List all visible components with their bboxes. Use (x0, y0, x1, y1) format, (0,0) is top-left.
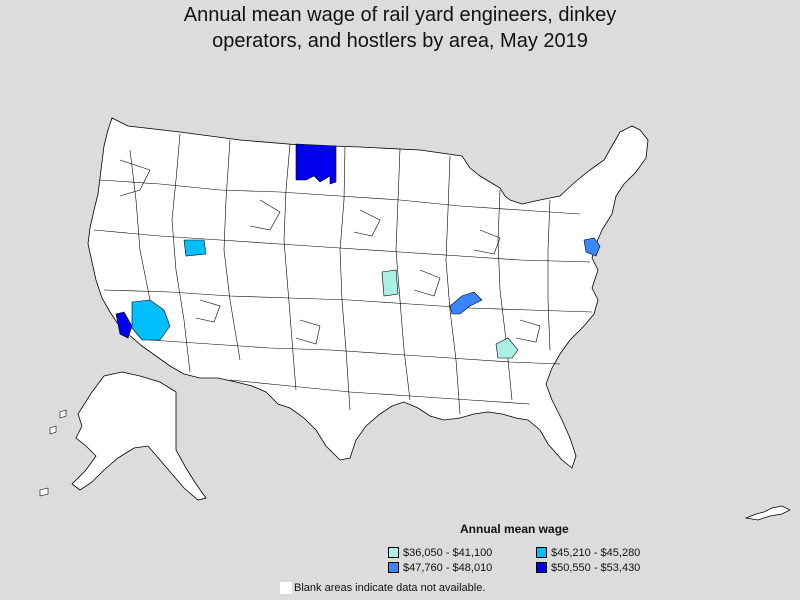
kansas-missouri-area (381, 269, 399, 297)
legend-label: $50,550 - $53,430 (551, 561, 641, 574)
legend-item-50550: $50,550 - $53,430 (536, 561, 676, 574)
alaska-islands (39, 409, 67, 497)
legend-label: $45,210 - $45,280 (551, 546, 641, 559)
legend-label: $36,050 - $41,100 (403, 546, 493, 559)
title-line-1: Annual mean wage of rail yard engineers,… (183, 4, 617, 26)
contiguous-us-shape (87, 117, 649, 469)
legend-swatch (388, 547, 399, 558)
map-title: Annual mean wage of rail yard engineers,… (0, 2, 800, 54)
hawaii-shape (744, 505, 791, 521)
legend-label: $47,760 - $48,010 (403, 561, 493, 574)
title-line-2: operators, and hostlers by area, May 201… (212, 30, 588, 52)
note-text: Blank areas indicate data not available. (294, 582, 486, 594)
legend-item-36050: $36,050 - $41,100 (388, 546, 536, 559)
georgia-area (495, 337, 519, 359)
blank-swatch (280, 582, 292, 594)
north-dakota-east-area (295, 143, 337, 185)
legend-swatch (388, 562, 399, 573)
legend-title: Annual mean wage (460, 522, 569, 536)
utah-area (183, 239, 207, 257)
alaska-shape (71, 371, 207, 501)
legend: $36,050 - $41,100 $45,210 - $45,280 $47,… (388, 546, 676, 574)
new-jersey-pennsylvania-area (583, 237, 601, 257)
legend-item-47760: $47,760 - $48,010 (388, 561, 536, 574)
blank-areas-note: Blank areas indicate data not available. (280, 582, 485, 594)
area-boundaries (93, 133, 593, 415)
legend-item-45210: $45,210 - $45,280 (536, 546, 676, 559)
southern-california-area (115, 311, 133, 339)
legend-swatch (536, 562, 547, 573)
kentucky-tennessee-area (449, 291, 483, 315)
data-regions (115, 143, 601, 359)
arizona-area (131, 299, 171, 341)
legend-swatch (536, 547, 547, 558)
